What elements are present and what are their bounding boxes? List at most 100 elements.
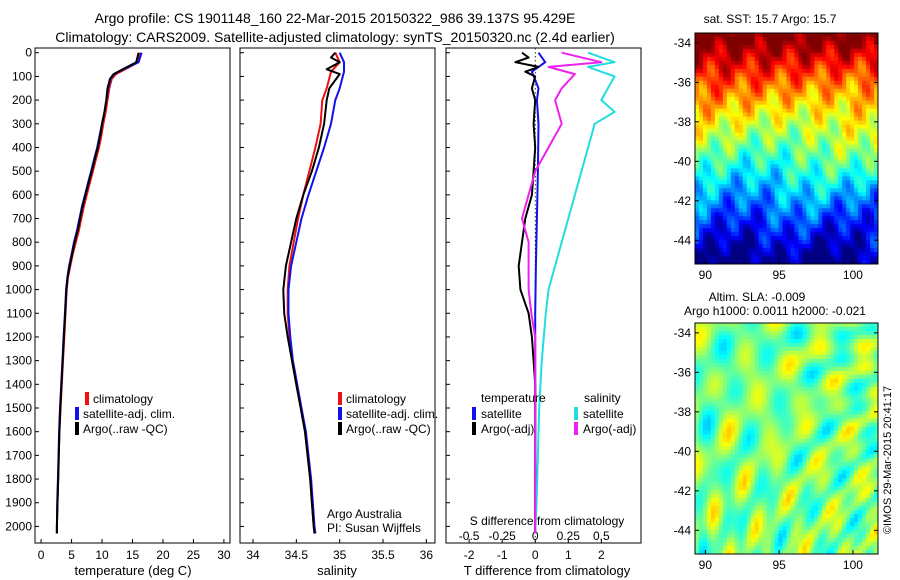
heatmap-cell	[806, 394, 811, 400]
heatmap-cell	[794, 176, 799, 181]
heatmap-cell	[718, 330, 724, 336]
heatmap-cell	[730, 323, 736, 328]
heatmap-cell	[742, 88, 748, 94]
heatmap-cell	[714, 378, 720, 384]
heatmap-cell	[834, 398, 839, 404]
heatmap-cell	[706, 252, 712, 257]
heatmap-cell	[858, 454, 863, 459]
heatmap-cell	[778, 224, 783, 229]
heatmap-cell	[742, 92, 748, 98]
heatmap-cell	[834, 52, 839, 58]
heatmap-cell	[842, 92, 847, 98]
heatmap-cell	[834, 378, 839, 384]
heatmap-cell	[770, 382, 775, 388]
heatmap-cell	[794, 104, 799, 110]
heatmap-cell	[834, 478, 839, 483]
series-line	[282, 52, 341, 534]
heatmap-cell	[858, 132, 863, 137]
heatmap-cell	[742, 184, 748, 189]
heatmap-cell	[774, 378, 779, 384]
heatmap-cell	[850, 406, 855, 412]
heatmap-cell	[702, 482, 708, 487]
heatmap-cell	[814, 76, 819, 82]
heatmap-cell	[854, 482, 859, 487]
heatmap-cell	[826, 244, 831, 249]
heatmap-cell	[710, 116, 716, 122]
heatmap-cell	[854, 140, 859, 145]
heatmap-cell	[814, 370, 819, 376]
heatmap-cell	[814, 398, 819, 404]
heatmap-cell	[738, 350, 744, 356]
heatmap-cell	[834, 342, 839, 348]
heatmap-cell	[750, 228, 756, 233]
heatmap-cell	[762, 240, 768, 245]
heatmap-cell	[774, 366, 779, 372]
heatmap-cell	[706, 414, 712, 419]
heatmap-cell	[702, 426, 708, 431]
heatmap-cell	[722, 96, 728, 102]
heatmap-cell	[754, 418, 760, 423]
heatmap-cell	[726, 422, 732, 427]
heatmap-cell	[750, 84, 756, 90]
heatmap-cell	[806, 48, 811, 54]
heatmap-cell	[870, 386, 875, 392]
heatmap-cell	[830, 172, 835, 177]
heatmap-cell	[874, 164, 879, 169]
heatmap-cell	[714, 462, 720, 467]
heatmap-cell	[866, 236, 871, 241]
heatmap-cell	[846, 370, 851, 376]
heatmap-cell	[766, 370, 771, 376]
heatmap-cell	[850, 60, 855, 66]
heatmap-cell	[774, 164, 779, 169]
heatmap-cell	[842, 338, 847, 344]
heatmap-cell	[750, 80, 756, 86]
heatmap-cell	[714, 44, 720, 50]
heatmap-cell	[698, 466, 704, 471]
heatmap-cell	[710, 256, 716, 261]
heatmap-cell	[774, 338, 779, 344]
heatmap-cell	[766, 100, 771, 106]
heatmap-cell	[706, 80, 712, 86]
heatmap-cell	[702, 362, 708, 368]
heatmap-cell	[710, 40, 716, 46]
heatmap-cell	[706, 466, 712, 471]
heatmap-cell	[842, 208, 847, 213]
heatmap-cell	[794, 192, 799, 197]
heatmap-cell	[710, 220, 716, 225]
heatmap-cell	[722, 422, 728, 427]
heatmap-cell	[826, 434, 831, 439]
salinity-xlabel: salinity	[317, 563, 357, 578]
heatmap-cell	[830, 100, 835, 106]
heatmap-cell	[874, 358, 879, 364]
heatmap-cell	[814, 188, 819, 193]
heatmap-cell	[822, 466, 827, 471]
heatmap-cell	[790, 338, 795, 344]
heatmap-cell	[790, 370, 795, 376]
heatmap-cell	[794, 44, 799, 50]
salinity-note-pi: PI: Susan Wijffels	[327, 521, 421, 535]
heatmap-cell	[758, 196, 764, 201]
heatmap-cell	[862, 326, 867, 332]
heatmap-cell	[830, 148, 835, 153]
heatmap-cell	[722, 354, 728, 360]
heatmap-cell	[746, 470, 752, 475]
heatmap-cell	[734, 386, 740, 392]
heatmap-cell	[798, 232, 803, 237]
heatmap-cell	[802, 386, 807, 392]
heatmap-cell	[750, 132, 756, 137]
heatmap-cell	[730, 76, 736, 82]
heatmap-cell	[838, 394, 843, 400]
heatmap-cell	[698, 470, 704, 475]
heatmap-cell	[838, 156, 843, 161]
heatmap-cell	[710, 402, 716, 408]
heatmap-cell	[695, 474, 700, 479]
heatmap-cell	[826, 132, 831, 137]
heatmap-cell	[774, 346, 779, 352]
heatmap-cell	[842, 120, 847, 125]
heatmap-cell	[758, 224, 764, 229]
heatmap-cell	[814, 410, 819, 415]
heatmap-cell	[870, 446, 875, 451]
heatmap-cell	[838, 72, 843, 78]
heatmap-cell	[870, 478, 875, 483]
heatmap-cell	[758, 240, 764, 245]
